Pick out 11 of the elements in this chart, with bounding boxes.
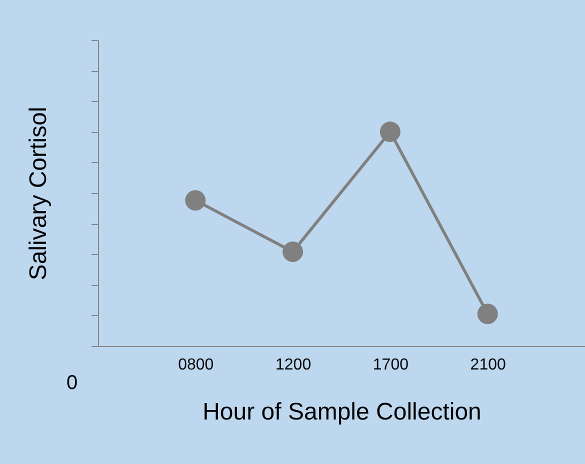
x-tick-label: 0800	[178, 356, 214, 374]
text: 0	[66, 372, 78, 394]
x-axis-title: Hour of Sample Collection	[202, 398, 482, 426]
x-tick-label: 2100	[470, 356, 506, 374]
point	[477, 304, 498, 324]
point	[185, 190, 206, 211]
x-tick-label: 1200	[276, 356, 312, 374]
point	[282, 242, 304, 262]
point	[380, 122, 400, 142]
y-axis-title: Salivary Cortisol	[25, 106, 52, 280]
x-tick-label: 1700	[372, 356, 409, 374]
